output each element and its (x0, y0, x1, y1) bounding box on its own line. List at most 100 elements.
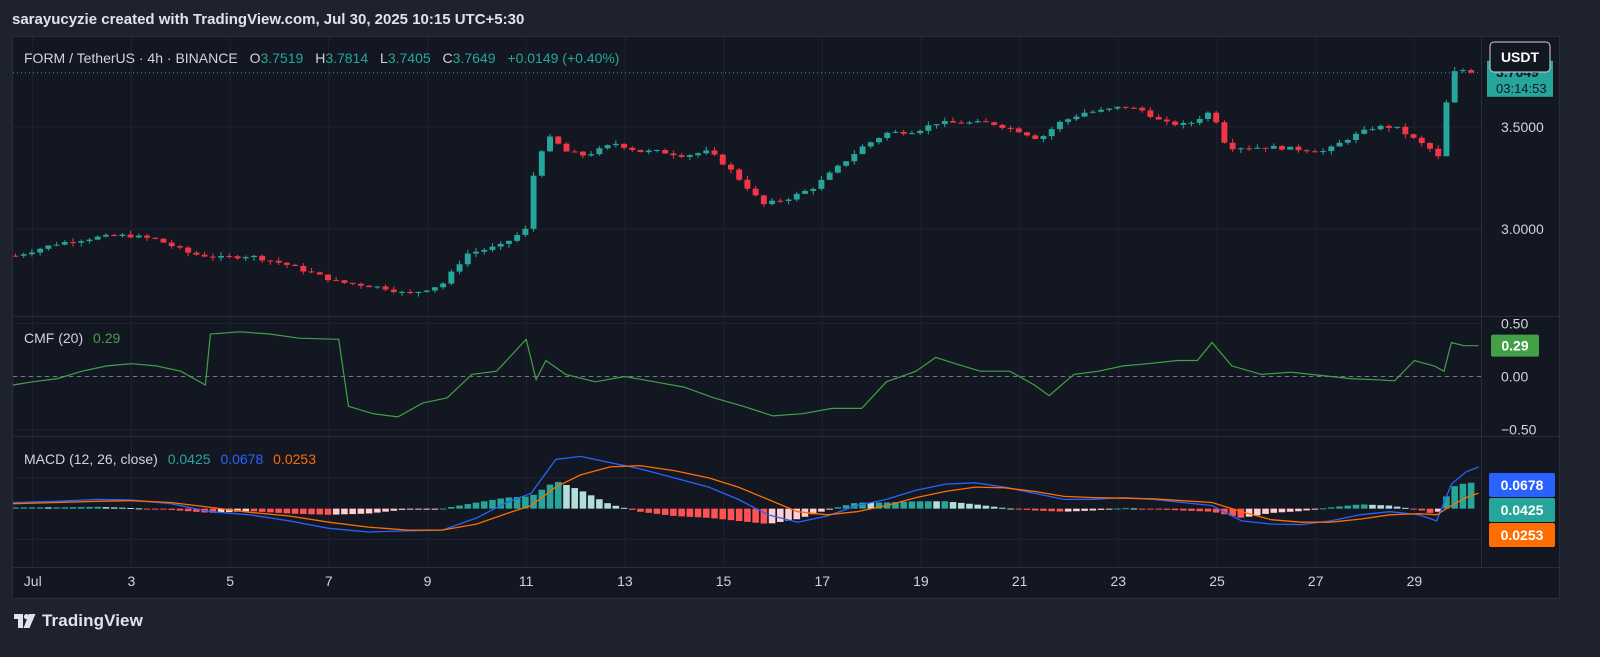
candle-down (1130, 107, 1137, 109)
open-label: O (250, 50, 261, 66)
candle-down (349, 282, 356, 284)
chart-frame[interactable]: 3.5000 3.0000 0.50 0.00 −0.50 3.7649 03:14:53 0… (12, 36, 1560, 599)
candle-down (1032, 135, 1039, 139)
candle-up (522, 228, 529, 235)
macd-histogram-bar (431, 508, 439, 510)
candle-up (793, 193, 800, 200)
candle-up (1451, 71, 1458, 103)
macd-histogram-bar (620, 507, 628, 509)
macd-value-tag (1489, 473, 1555, 497)
macd-histogram-bar (1262, 508, 1269, 514)
footer-brand: TradingView (42, 611, 143, 630)
candle-down (629, 147, 636, 150)
macd-histogram-bar (258, 508, 266, 512)
macd-histogram-bar (571, 488, 578, 509)
candle-up (966, 122, 973, 124)
macd-histogram-bar (94, 506, 101, 509)
macd-histogram-bar (637, 508, 644, 512)
time-axis-tick: 3 (128, 573, 136, 589)
macd-histogram-bar (744, 508, 751, 522)
candle-up (925, 125, 932, 131)
histogram-value-tag (1489, 498, 1555, 522)
macd-histogram-bar (834, 507, 842, 509)
macd-histogram-bar (341, 508, 348, 515)
macd-histogram-bar (925, 501, 932, 509)
candle-down (1295, 146, 1302, 151)
macd-histogram-bar (957, 502, 965, 509)
macd-histogram-bar (505, 497, 513, 509)
macd-histogram-bar (661, 508, 669, 515)
candle-up (448, 271, 455, 284)
macd-histogram-bar (143, 508, 151, 510)
macd-histogram-bar (1155, 508, 1162, 510)
candle-down (308, 271, 315, 273)
candle-up (53, 244, 60, 246)
candle-down (719, 154, 726, 165)
candle-up (20, 254, 27, 256)
candle-down (1410, 134, 1417, 138)
candle-down (958, 122, 965, 124)
macd-histogram-bar (316, 508, 324, 515)
macd-histogram-bar (1015, 508, 1023, 510)
candle-down (1139, 107, 1146, 111)
candle-up (119, 234, 126, 236)
macd-histogram-bar (448, 507, 455, 509)
time-axis-tick: 29 (1407, 573, 1423, 589)
cmf-pane (13, 331, 1481, 418)
candle-up (456, 264, 463, 272)
macd-histogram-bar (719, 508, 727, 520)
cmf-value-tag-label: 0.29 (1501, 338, 1528, 354)
price-axis-tick: 3.5000 (1501, 119, 1544, 135)
chart-canvas[interactable]: 3.5000 3.0000 0.50 0.00 −0.50 3.7649 03:14:53 0… (13, 37, 1559, 598)
macd-histogram-bar (1212, 508, 1220, 513)
candle-up (818, 179, 825, 189)
time-axis-tick: 9 (424, 573, 432, 589)
currency-button[interactable]: USDT (1489, 41, 1551, 73)
candle-down (168, 242, 175, 247)
candle-up (530, 175, 537, 229)
macd-histogram-bar (538, 489, 546, 509)
candle-up (423, 290, 430, 292)
candle-down (1402, 126, 1409, 135)
macd-histogram-bar (793, 508, 801, 520)
macd-histogram-bar (990, 506, 998, 509)
candle-up (826, 172, 833, 180)
change-value: +0.0149 (+0.40%) (507, 50, 619, 66)
macd-histogram-bar (941, 501, 949, 509)
macd-histogram-bar (1426, 508, 1434, 513)
macd-histogram-bar (291, 508, 299, 514)
macd-histogram-bar (999, 507, 1006, 509)
macd-histogram-bar (1360, 504, 1368, 509)
macd-legend: MACD (12, 26, close) 0.0425 0.0678 0.025… (24, 451, 316, 467)
cmf-legend: CMF (20) 0.29 (24, 330, 120, 346)
candle-up (785, 199, 792, 201)
macd-histogram-bar (1196, 508, 1204, 512)
macd-histogram-bar (1064, 508, 1072, 512)
pane-separators (13, 37, 1559, 568)
candle-down (1213, 112, 1220, 123)
low-label: L (380, 50, 388, 66)
candle-up (851, 154, 858, 162)
macd-histogram-bar (398, 508, 406, 510)
candle-up (859, 146, 866, 155)
macd-histogram-bar (809, 508, 817, 515)
macd-histogram-bar (464, 504, 472, 509)
candle-up (1353, 133, 1359, 140)
macd-histogram-bar (415, 508, 422, 510)
macd-line (13, 455, 1479, 533)
candle-up (810, 188, 817, 191)
macd-histogram-bar (670, 508, 677, 516)
candle-up (464, 253, 471, 265)
macd-histogram-bar (628, 508, 636, 510)
cmf-label: CMF (20) (24, 330, 83, 346)
candle-down (316, 272, 323, 275)
macd-histogram-bar (127, 507, 134, 509)
candle-down (950, 121, 956, 123)
candle-up (61, 242, 68, 245)
macd-histogram-bar (308, 508, 315, 515)
macd-histogram-bar (20, 507, 27, 509)
candle-down (259, 255, 266, 261)
candle-down (621, 143, 628, 148)
macd-histogram-bar (974, 504, 981, 509)
candle-down (991, 122, 998, 125)
